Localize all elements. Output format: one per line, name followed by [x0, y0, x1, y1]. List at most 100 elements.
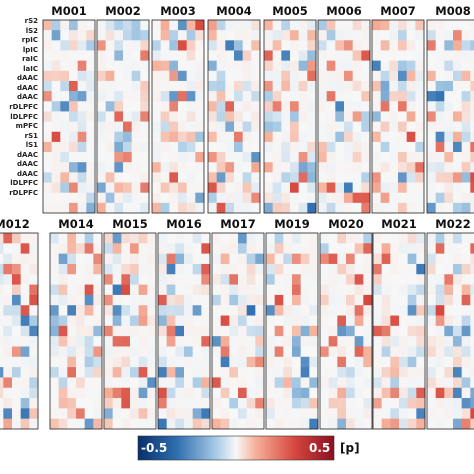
- heatmap-cell: [131, 152, 141, 163]
- heatmap-cell: [152, 20, 161, 31]
- heatmap-cell: [281, 121, 291, 133]
- heatmap-cell: [160, 80, 170, 92]
- heatmap-cell: [60, 91, 70, 102]
- heatmap-cell: [255, 408, 265, 419]
- heatmap-cell: [251, 202, 261, 214]
- heatmap-cell: [444, 387, 454, 399]
- heatmap-cell: [372, 131, 381, 143]
- heatmap-cell: [3, 315, 13, 327]
- heatmap-cell: [337, 253, 347, 265]
- heatmap-cell: [192, 377, 202, 389]
- heatmap-cell: [292, 305, 301, 316]
- heatmap-cell: [300, 315, 310, 327]
- heatmap-cell: [435, 172, 445, 183]
- heatmap-cell: [407, 263, 417, 275]
- heatmap-cell: [264, 141, 273, 153]
- heatmap-cell: [138, 387, 148, 399]
- heatmap-cell: [123, 91, 132, 102]
- heatmap-cell: [140, 101, 150, 112]
- heatmap-cell: [166, 325, 176, 337]
- heatmap-cell: [318, 70, 327, 82]
- heatmap-cell: [444, 60, 454, 72]
- heatmap-cell: [407, 377, 417, 389]
- heatmap-cell: [216, 182, 226, 193]
- heatmap-cell: [12, 325, 21, 337]
- heatmap-cell: [470, 408, 474, 419]
- heatmap-cell: [380, 162, 390, 173]
- heatmap-cell: [470, 101, 474, 112]
- heatmap-cell: [352, 111, 362, 122]
- heatmap-cell: [300, 253, 310, 265]
- heatmap-cell: [12, 305, 21, 316]
- heatmap-cell: [372, 101, 381, 112]
- heatmap-cell: [307, 182, 317, 193]
- heatmap-cell: [86, 111, 96, 122]
- heatmap-cell: [390, 253, 400, 265]
- heatmap-cell: [399, 408, 408, 419]
- heatmap-cell: [147, 294, 157, 306]
- heatmap-cell: [242, 121, 252, 133]
- heatmap-cell: [138, 315, 148, 327]
- heatmap-cell: [3, 243, 13, 254]
- heatmap-cell: [416, 284, 426, 296]
- heatmap-cell: [123, 111, 132, 122]
- heatmap-cell: [320, 284, 329, 296]
- heatmap-cell: [58, 408, 68, 419]
- heatmap-cell: [372, 141, 381, 153]
- heatmap-cell: [84, 418, 94, 430]
- heatmap-cell: [212, 305, 221, 316]
- heatmap-cell: [60, 50, 70, 61]
- row-label: dAAC: [17, 74, 38, 83]
- heatmap-cell: [406, 152, 416, 163]
- heatmap-cell: [93, 398, 103, 409]
- heatmap-cell: [337, 398, 347, 409]
- heatmap-cell: [20, 346, 30, 358]
- heatmap-cell: [105, 192, 115, 204]
- heatmap-cell: [104, 253, 113, 265]
- heatmap-cell: [415, 162, 425, 173]
- heatmap-cell: [407, 398, 417, 409]
- heatmap-cell: [138, 408, 148, 419]
- heatmap-cell: [326, 131, 336, 143]
- row-label: lDLPFC: [10, 112, 38, 121]
- heatmap-cell: [160, 162, 170, 173]
- heatmap-cell: [381, 233, 391, 244]
- heatmap-cell: [3, 367, 13, 378]
- heatmap-cell: [208, 121, 217, 133]
- panel-M004: [207, 19, 261, 214]
- panel-border: [426, 232, 474, 430]
- heatmap-cell: [283, 377, 293, 389]
- heatmap-cell: [283, 253, 293, 265]
- heatmap-cell: [152, 80, 161, 92]
- heatmap-cell: [352, 131, 362, 143]
- heatmap-cell: [435, 182, 445, 193]
- heatmap-cell: [86, 50, 96, 61]
- heatmap-cell: [140, 40, 150, 51]
- heatmap-cell: [114, 121, 124, 133]
- heatmap-cell: [251, 60, 261, 72]
- heatmap-cell: [246, 398, 256, 409]
- heatmap-cell: [86, 192, 96, 204]
- heatmap-cell: [373, 233, 382, 244]
- heatmap-cell: [435, 192, 445, 204]
- heatmap-cell: [337, 315, 347, 327]
- heatmap-cell: [51, 152, 61, 163]
- heatmap-cell: [238, 243, 247, 254]
- heatmap-cell: [444, 50, 454, 61]
- heatmap-cell: [399, 284, 408, 296]
- heatmap-cell: [84, 253, 94, 265]
- heatmap-cell: [361, 182, 371, 193]
- heatmap-cell: [290, 60, 299, 72]
- heatmap-cell: [435, 70, 445, 82]
- heatmap-cell: [354, 356, 364, 368]
- heatmap-cell: [186, 192, 196, 204]
- heatmap-cell: [283, 387, 293, 399]
- panel-title: M012: [0, 217, 30, 231]
- heatmap-cell: [201, 336, 211, 347]
- heatmap-cell: [229, 305, 239, 316]
- heatmap-cell: [427, 131, 436, 143]
- heatmap-cell: [335, 182, 345, 193]
- heatmap-cell: [123, 50, 132, 61]
- heatmap-cell: [435, 152, 445, 163]
